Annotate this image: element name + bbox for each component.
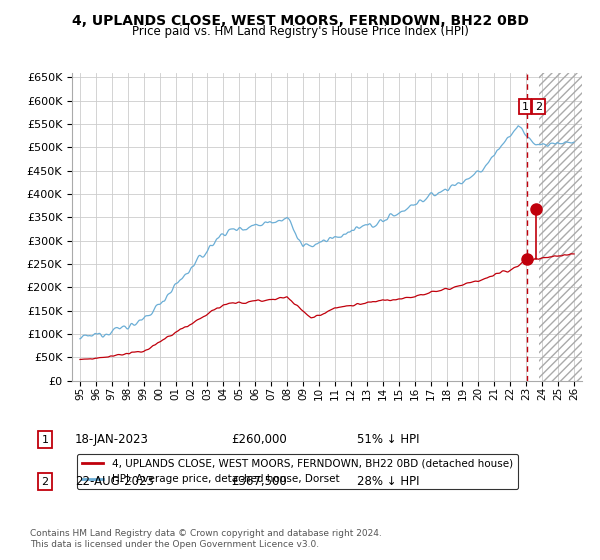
Text: £260,000: £260,000 bbox=[231, 433, 287, 446]
Text: 51% ↓ HPI: 51% ↓ HPI bbox=[357, 433, 419, 446]
Bar bbox=[539, 73, 598, 381]
Text: 22-AUG-2023: 22-AUG-2023 bbox=[75, 475, 154, 488]
Text: 28% ↓ HPI: 28% ↓ HPI bbox=[357, 475, 419, 488]
Text: 2: 2 bbox=[535, 102, 542, 111]
Text: 2: 2 bbox=[41, 477, 49, 487]
Text: 18-JAN-2023: 18-JAN-2023 bbox=[75, 433, 149, 446]
Text: 1: 1 bbox=[41, 435, 49, 445]
Text: Price paid vs. HM Land Registry's House Price Index (HPI): Price paid vs. HM Land Registry's House … bbox=[131, 25, 469, 38]
Legend: 4, UPLANDS CLOSE, WEST MOORS, FERNDOWN, BH22 0BD (detached house), HPI: Average : 4, UPLANDS CLOSE, WEST MOORS, FERNDOWN, … bbox=[77, 454, 518, 489]
Bar bbox=[539, 63, 598, 381]
Text: 1: 1 bbox=[521, 102, 529, 111]
Text: £367,500: £367,500 bbox=[231, 475, 287, 488]
Text: Contains HM Land Registry data © Crown copyright and database right 2024.
This d: Contains HM Land Registry data © Crown c… bbox=[30, 529, 382, 549]
Text: 4, UPLANDS CLOSE, WEST MOORS, FERNDOWN, BH22 0BD: 4, UPLANDS CLOSE, WEST MOORS, FERNDOWN, … bbox=[71, 14, 529, 28]
